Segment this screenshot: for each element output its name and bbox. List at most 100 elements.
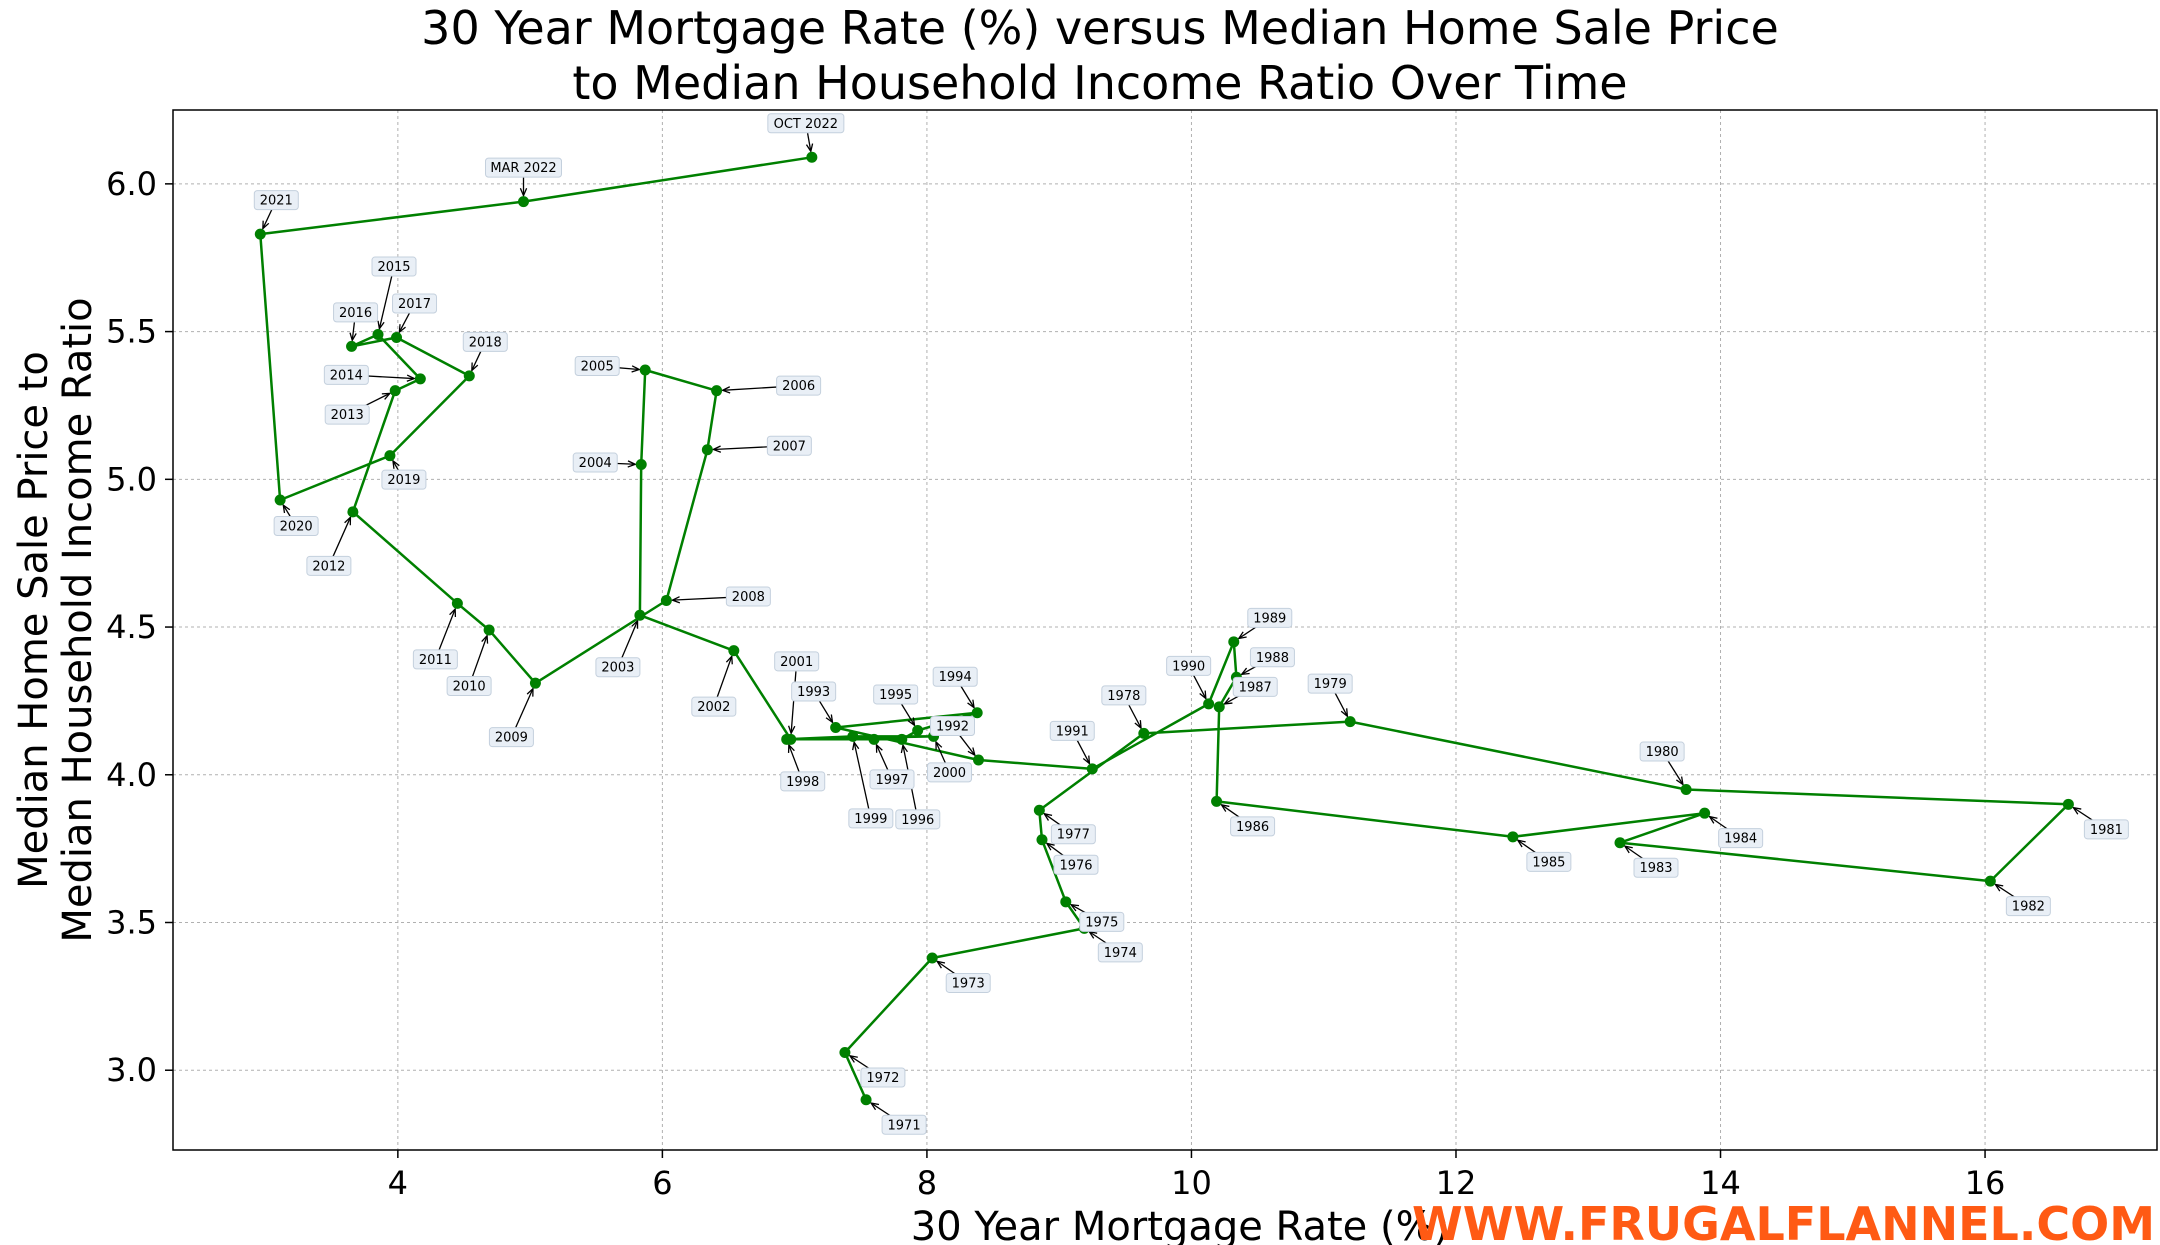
data-point [529,677,541,689]
annotation-arrow [900,702,916,727]
point-label-box [774,651,820,672]
point-label-text: 1981 [2090,823,2123,838]
y-axis-label-line-1: Median Home Sale Price to [11,351,57,889]
point-label-text: 1985 [1532,855,1565,870]
point-label-text: 2008 [732,590,765,605]
annotation-arrow [787,743,800,773]
point-label-box [2083,819,2129,840]
point-label-text: 2002 [697,700,730,715]
annotation-arrow [471,350,482,372]
chart-title-line-1: 30 Year Mortgage Rate (%) versus Median … [421,1,1779,55]
annotation-arrow [805,133,814,154]
point-label-text: 1978 [1107,689,1140,704]
point-label: 2011 [412,649,458,670]
point-label: 2014 [323,364,369,385]
data-point [463,370,475,382]
point-label: 1999 [848,808,894,829]
point-label-box [895,809,941,830]
point-label-box [306,555,352,576]
data-point [1138,727,1150,739]
point-label-text: 1995 [879,688,912,703]
data-point [634,609,646,621]
data-point [2062,798,2074,810]
point-label-text: 2007 [773,439,806,454]
point-label: 1986 [1230,816,1276,837]
point-label-text: 1974 [1104,946,1137,961]
annotation-arrow [332,515,352,557]
point-label: 1977 [1050,824,1096,845]
point-label-text: OCT 2022 [774,117,838,132]
point-label-text: 2020 [280,520,313,535]
annotation-arrows [262,133,2099,1120]
point-label: 1973 [945,972,991,993]
point-label-box [412,649,458,670]
point-label: 2002 [691,696,737,717]
point-label-box [1050,824,1096,845]
point-label: 1991 [1049,720,1095,741]
data-point [1507,831,1519,843]
point-label-text: 1994 [939,670,972,685]
data-point [639,364,651,376]
point-label-box [725,586,771,607]
data-point [1228,636,1240,648]
point-label-text: 1977 [1057,828,1090,843]
point-label-box [881,1114,927,1135]
point-label: 2018 [462,331,508,352]
point-label-box [462,331,508,352]
point-label-text: 2015 [377,260,410,275]
point-label-box [392,293,438,314]
point-label: 1987 [1232,676,1278,697]
point-label-box [2005,896,2051,917]
data-point [711,385,723,397]
point-label-box [776,375,822,396]
point-label: 2003 [595,657,641,678]
point-label: 2001 [774,651,820,672]
annotation-arrow [852,740,870,809]
point-label-text: 1989 [1253,611,1286,626]
point-label-box [860,1067,906,1088]
point-label: 2009 [488,727,534,748]
data-point [785,733,797,745]
point-label-box [1166,655,1212,676]
point-label: 1988 [1249,647,1295,668]
data-point [660,594,672,606]
data-point [1699,807,1711,819]
annotation-arrow [959,684,975,710]
x-tick-label: 12 [1436,1164,1477,1202]
point-label-text: 2009 [495,731,528,746]
point-label-text: 2014 [330,368,363,383]
point-label-box [869,769,915,790]
data-point [830,722,842,733]
x-tick-label: 10 [1171,1164,1212,1202]
y-tick-label: 5.0 [106,460,157,498]
data-point [635,459,647,471]
x-tick-label: 14 [1700,1164,1741,1202]
y-tick-label: 4.0 [106,756,157,794]
point-label-text: 2019 [387,473,420,488]
point-label-box [572,452,618,473]
data-point [701,444,713,456]
point-label: 2013 [324,404,370,425]
point-label: 2006 [776,375,822,396]
point-label-box [1639,741,1685,762]
point-label-box [333,302,379,323]
data-point [1033,804,1045,816]
point-label-text: 2004 [579,456,612,471]
point-label-text: 2005 [581,360,614,375]
point-label-box [1079,911,1125,932]
point-label-text: 1984 [1724,832,1757,847]
annotation-arrow [1127,703,1142,730]
point-label-box [791,681,837,702]
y-tick-label: 3.0 [106,1051,157,1089]
point-label: 2010 [446,676,492,696]
data-point [372,329,384,341]
data-point [391,332,403,343]
point-label-box [930,716,976,736]
point-label-text: 1987 [1239,680,1272,695]
point-label-box [1232,676,1278,697]
data-point [1036,834,1048,846]
point-label-text: 1992 [936,720,969,735]
chart-title-line-2: to Median Household Income Ratio Over Ti… [572,56,1627,110]
point-label-box [766,435,812,456]
